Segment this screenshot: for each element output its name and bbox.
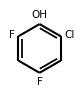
Text: Cl: Cl (65, 30, 75, 40)
Text: F: F (8, 30, 14, 40)
Text: OH: OH (32, 10, 48, 20)
Text: F: F (37, 77, 43, 87)
